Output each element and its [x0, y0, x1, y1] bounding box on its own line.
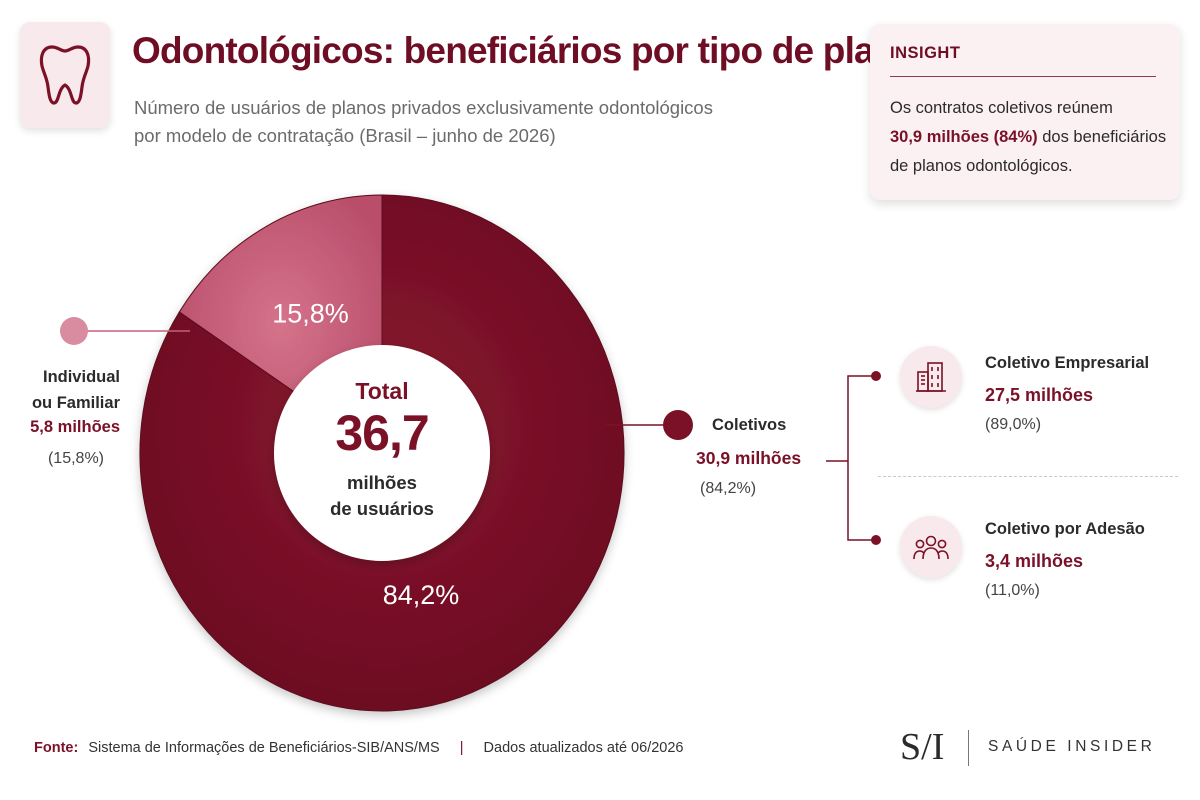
insight-text-after: dos beneficiários de planos odontológico… — [890, 128, 1167, 175]
tooth-icon — [39, 45, 91, 105]
individual-name: Individual ou Familiar — [20, 364, 120, 416]
center-unit-line-1: milhões — [347, 472, 417, 493]
bracket-dot-bottom — [871, 535, 881, 545]
empresarial-name: Coletivo Empresarial — [985, 354, 1150, 372]
individual-pct: (15,8%) — [47, 450, 104, 467]
slice-label-coletivos: 84,2% — [383, 580, 460, 610]
insight-text-before: Os contratos coletivos reúnem — [890, 99, 1113, 117]
center-unit: milhões de usuários — [282, 470, 482, 522]
insight-heading: INSIGHT — [890, 44, 961, 62]
footer-separator: | — [459, 740, 464, 756]
bracket-dot-top — [871, 371, 881, 381]
tooth-icon-box — [20, 22, 110, 128]
slice-label-individual: 15,8% — [272, 298, 349, 328]
donut-hole — [274, 345, 490, 561]
coletivos-name: Coletivos — [712, 416, 787, 434]
subtitle-line-2: por modelo de contratação (Brasil – junh… — [134, 125, 556, 146]
center-unit-line-2: de usuários — [330, 498, 434, 519]
individual-name-line-1: Individual — [42, 368, 120, 386]
coletivos-marker — [663, 410, 693, 440]
slice-coletivos — [139, 194, 625, 712]
empresarial-value: 27,5 milhões — [985, 385, 1094, 405]
logo-mark: S/I — [900, 726, 945, 768]
insight-divider — [890, 76, 1156, 77]
subtitle-line-1: Número de usuários de planos privados ex… — [134, 97, 713, 118]
bracket — [847, 375, 876, 541]
logo-text: SAÚDE INSIDER — [988, 738, 1156, 755]
footer-source: Fonte: Sistema de Informações de Benefic… — [34, 740, 683, 756]
logo-divider — [968, 730, 969, 766]
insight-text: Os contratos coletivos reúnem 30,9 milhõe… — [890, 94, 1170, 181]
breakdown-separator — [878, 476, 1178, 477]
source-label: Fonte: — [34, 740, 79, 756]
coletivos-pct: (84,2%) — [700, 480, 757, 497]
adesao-pct: (11,0%) — [985, 582, 1040, 599]
center-total-label: Total — [355, 378, 409, 404]
individual-name-line-2: ou Familiar — [31, 394, 120, 412]
page-subtitle: Número de usuários de planos privados ex… — [134, 94, 774, 150]
individual-value: 5,8 milhões — [30, 418, 120, 436]
source-text: Sistema de Informações de Beneficiários-… — [88, 740, 440, 756]
center-total-value: 36,7 — [335, 405, 429, 461]
building-icon — [916, 362, 946, 392]
people-icon-circle — [900, 516, 962, 578]
updated-text: Dados atualizados até 06/2026 — [483, 740, 684, 756]
people-group-icon — [913, 535, 949, 560]
insight-highlight: 30,9 milhões (84%) — [890, 128, 1038, 146]
adesao-value: 3,4 milhões — [985, 551, 1084, 571]
individual-marker — [60, 317, 88, 345]
adesao-name: Coletivo por Adesão — [985, 520, 1145, 538]
page-title: Odontológicos: beneficiários por tipo de… — [132, 30, 918, 71]
empresarial-pct: (89,0%) — [985, 416, 1042, 433]
building-icon-circle — [900, 346, 962, 408]
coletivos-value: 30,9 milhões — [696, 448, 802, 468]
insight-card: INSIGHT Os contratos coletivos reúnem 30,… — [870, 24, 1180, 200]
